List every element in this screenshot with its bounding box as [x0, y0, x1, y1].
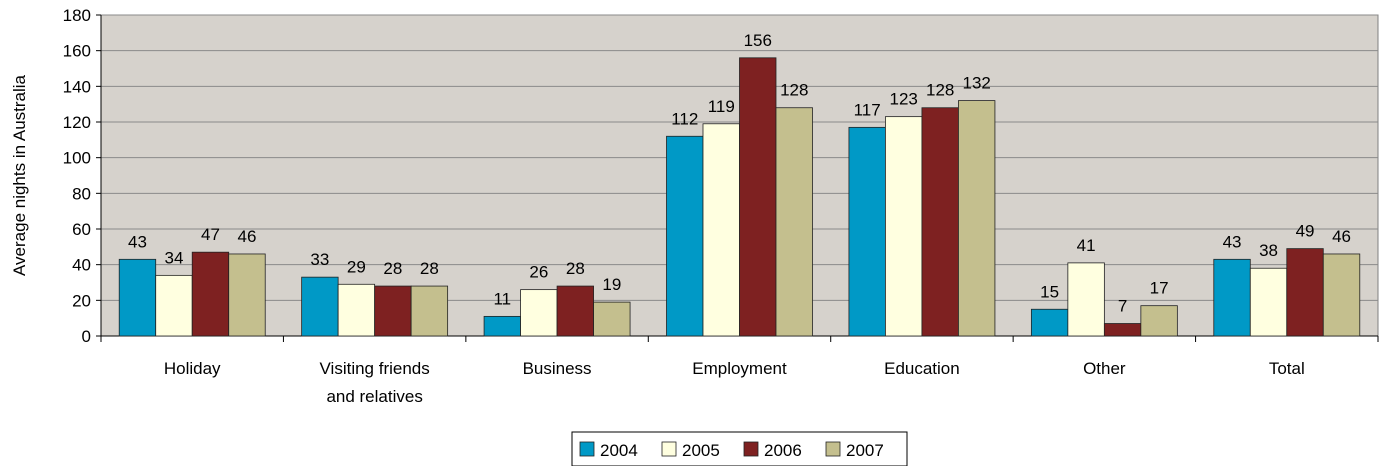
bar	[374, 285, 412, 337]
legend-swatch	[825, 441, 841, 457]
bar	[1322, 253, 1361, 337]
data-label: 19	[602, 275, 621, 294]
data-label: 47	[201, 225, 220, 244]
bar	[921, 107, 959, 337]
x-category-label-line: and relatives	[326, 387, 422, 406]
legend-swatch	[743, 441, 759, 457]
legend-label: 2006	[764, 441, 802, 460]
bar	[775, 107, 813, 337]
y-tick-label: 60	[72, 220, 91, 239]
data-label: 29	[347, 257, 366, 276]
bar	[1249, 267, 1288, 337]
bar	[1213, 258, 1251, 337]
legend-label: 2004	[600, 441, 638, 460]
data-label: 117	[854, 100, 881, 119]
x-category-label-line: Business	[523, 359, 592, 378]
data-label: 49	[1296, 222, 1315, 241]
data-label: 46	[1332, 227, 1351, 246]
y-tick-label: 120	[63, 113, 91, 132]
data-label: 28	[420, 259, 439, 278]
legend-label: 2005	[682, 441, 720, 460]
bar	[337, 283, 376, 337]
data-label: 26	[529, 263, 548, 282]
legend-swatch	[579, 441, 595, 457]
bar	[191, 251, 230, 337]
data-label: 132	[962, 74, 990, 93]
y-tick-label: 0	[82, 327, 91, 346]
y-tick-label: 140	[63, 77, 91, 96]
bar	[1067, 262, 1105, 337]
bar	[301, 276, 339, 337]
x-category-label: Business	[523, 359, 592, 378]
x-category-label-line: Holiday	[164, 359, 221, 378]
x-category-label-line: Total	[1269, 359, 1305, 378]
data-label: 38	[1259, 241, 1278, 260]
bar	[483, 315, 521, 337]
legend-box	[571, 431, 908, 466]
data-label: 46	[238, 227, 257, 246]
data-label: 43	[1223, 232, 1242, 251]
x-category-label: Holiday	[164, 359, 221, 378]
bar	[1030, 308, 1069, 337]
data-label: 123	[889, 90, 917, 109]
x-category-label: Total	[1269, 359, 1305, 378]
data-label: 41	[1077, 236, 1096, 255]
data-label: 28	[566, 259, 585, 278]
bar	[410, 285, 449, 337]
x-category-label-line: Education	[884, 359, 960, 378]
data-label: 43	[128, 232, 147, 251]
data-label: 128	[926, 81, 954, 100]
legend-label: 2007	[846, 441, 884, 460]
bar	[118, 258, 157, 337]
bar	[702, 123, 740, 337]
x-category-label-line: Visiting friends	[320, 359, 430, 378]
data-label: 112	[671, 109, 698, 128]
x-category-label: Education	[884, 359, 960, 378]
bar	[1103, 323, 1142, 337]
bar	[666, 135, 704, 337]
data-label: 34	[165, 248, 184, 267]
y-tick-label: 100	[63, 149, 91, 168]
data-label: 156	[744, 31, 772, 50]
legend-swatch	[661, 441, 677, 457]
bar	[848, 126, 886, 337]
data-label: 15	[1040, 282, 1059, 301]
x-category-label: Visiting friends and relatives	[320, 359, 430, 406]
bar	[155, 274, 193, 337]
data-label: 33	[310, 250, 329, 269]
data-label: 7	[1118, 297, 1127, 316]
y-tick-label: 20	[72, 291, 91, 310]
bar	[556, 285, 594, 337]
y-tick-label: 160	[63, 42, 91, 61]
y-tick-label: 40	[72, 256, 91, 275]
bar	[228, 253, 266, 337]
bar	[1140, 305, 1178, 337]
data-label: 128	[780, 81, 808, 100]
bar	[593, 301, 631, 337]
bar	[885, 116, 923, 337]
bar	[958, 100, 996, 337]
y-axis-title: Average nights in Australia	[10, 74, 29, 276]
y-tick-label: 80	[72, 184, 91, 203]
bar	[1286, 248, 1324, 337]
data-label: 119	[708, 97, 735, 116]
y-tick-label: 180	[63, 6, 91, 25]
x-category-label-line: Employment	[692, 359, 787, 378]
x-category-label-line: Other	[1083, 359, 1126, 378]
data-label: 17	[1150, 279, 1169, 298]
x-category-label: Other	[1083, 359, 1126, 378]
bar	[520, 289, 558, 337]
data-label: 28	[383, 259, 402, 278]
data-label: 11	[493, 289, 511, 308]
bar	[739, 57, 777, 337]
x-category-label: Employment	[692, 359, 787, 378]
